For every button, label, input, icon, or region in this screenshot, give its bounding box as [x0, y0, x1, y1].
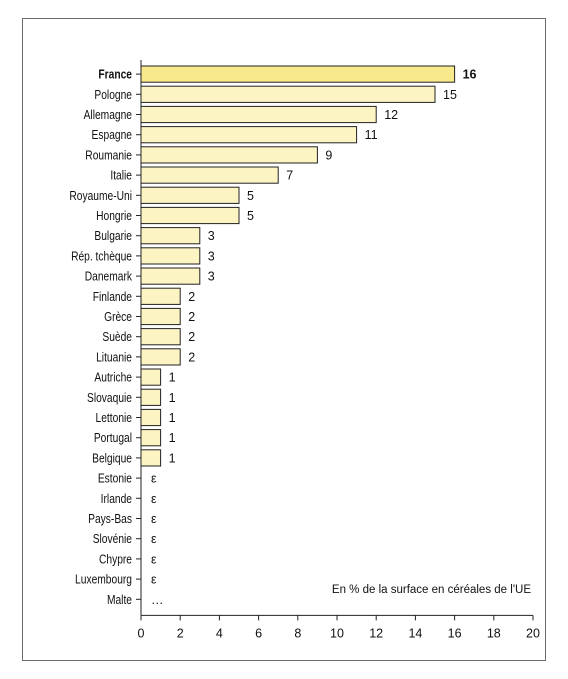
value-label-chypre: ε [151, 552, 157, 566]
bar-autriche [140, 368, 162, 386]
category-label-pologne: Pologne [94, 89, 132, 102]
value-label-portugal: 1 [169, 431, 176, 445]
bar-royaume-uni [140, 186, 240, 204]
value-label-italie: 7 [286, 169, 293, 183]
value-label-pays-bas: ε [151, 512, 157, 526]
bar-espagne [140, 126, 358, 144]
bar-rep-tcheque [140, 247, 201, 265]
x-tick-label-14: 14 [408, 626, 422, 640]
bar-lituanie [140, 348, 181, 366]
category-label-roumanie: Roumanie [85, 150, 132, 163]
category-label-pays-bas: Pays-Bas [88, 513, 132, 526]
category-label-france: France [98, 69, 132, 82]
category-label-slovenie: Slovénie [93, 533, 132, 546]
category-label-portugal: Portugal [94, 432, 132, 445]
category-label-finlande: Finlande [93, 291, 132, 304]
value-label-lituanie: 2 [188, 350, 195, 364]
chart-frame: France 16 Pologne 15 Allemagne 12 Espagne 11 Rou… [22, 18, 546, 661]
bar-france [140, 65, 456, 83]
value-label-bulgarie: 3 [208, 229, 215, 243]
value-label-pologne: 15 [443, 88, 457, 102]
value-label-royaume-uni: 5 [247, 189, 254, 203]
value-label-rep-tcheque: 3 [208, 249, 215, 263]
category-label-irlande: Irlande [101, 493, 132, 506]
category-label-hongrie: Hongrie [96, 210, 132, 223]
bar-lettonie [140, 408, 162, 427]
value-label-finlande: 2 [188, 290, 195, 304]
bar-suede [140, 328, 181, 346]
value-label-grece: 2 [188, 310, 195, 324]
category-label-danemark: Danemark [85, 271, 133, 284]
category-label-lituanie: Lituanie [96, 352, 132, 365]
value-label-slovaquie: 1 [169, 391, 176, 405]
category-label-grece: Grèce [104, 311, 132, 324]
category-label-chypre: Chypre [99, 554, 132, 567]
x-tick-label-6: 6 [255, 626, 262, 640]
category-label-luxembourg: Luxembourg [75, 574, 132, 587]
category-label-allemagne: Allemagne [84, 109, 132, 122]
category-label-espagne: Espagne [92, 129, 132, 142]
value-label-suede: 2 [188, 330, 195, 344]
bar-grece [140, 307, 181, 326]
value-label-autriche: 1 [169, 371, 176, 385]
value-label-france: 16 [463, 68, 477, 82]
value-label-luxembourg: ε [151, 573, 157, 587]
value-label-belgique: 1 [169, 451, 176, 465]
x-tick-label-10: 10 [330, 626, 344, 640]
x-tick-label-12: 12 [369, 626, 383, 640]
category-label-belgique: Belgique [92, 453, 132, 466]
bar-slovaquie [140, 388, 162, 406]
value-label-hongrie: 5 [247, 209, 254, 223]
bar-hongrie [140, 206, 240, 225]
category-label-autriche: Autriche [94, 372, 132, 385]
value-label-roumanie: 9 [325, 148, 332, 162]
bar-belgique [140, 449, 162, 467]
bar-pologne [140, 85, 436, 103]
value-label-allemagne: 12 [384, 108, 398, 122]
x-tick-label-20: 20 [526, 626, 540, 640]
category-label-italie: Italie [110, 170, 132, 183]
category-label-bulgarie: Bulgarie [94, 230, 132, 243]
value-label-espagne: 11 [365, 128, 378, 142]
category-label-slovaquie: Slovaquie [87, 392, 132, 405]
x-tick-label-18: 18 [487, 626, 501, 640]
value-label-irlande: ε [151, 492, 157, 506]
category-label-lettonie: Lettonie [96, 412, 132, 425]
bar-danemark [140, 267, 201, 285]
category-label-suede: Suède [102, 331, 132, 344]
x-tick-label-16: 16 [448, 626, 462, 640]
category-label-malte: Malte [107, 594, 132, 607]
value-label-lettonie: 1 [169, 411, 176, 425]
bar-bulgarie [140, 227, 201, 245]
category-label-estonie: Estonie [98, 473, 132, 486]
x-tick-label-8: 8 [294, 626, 301, 640]
value-label-danemark: 3 [208, 270, 215, 284]
value-label-malte: … [151, 593, 164, 607]
bar-italie [140, 166, 279, 184]
bar-roumanie [140, 146, 318, 164]
unit-annotation: En % de la surface en céréales de l'UE [332, 584, 531, 596]
x-tick-label-0: 0 [138, 626, 145, 640]
value-label-estonie: ε [151, 472, 157, 486]
bar-allemagne [140, 105, 377, 124]
x-tick-label-4: 4 [216, 626, 223, 640]
x-tick-label-2: 2 [177, 626, 184, 640]
bar-finlande [140, 287, 181, 305]
value-label-slovenie: ε [151, 532, 157, 546]
category-label-royaume-uni: Royaume-Uni [69, 190, 132, 203]
bar-portugal [140, 429, 162, 447]
category-label-rep-tcheque: Rép. tchèque [71, 251, 132, 264]
